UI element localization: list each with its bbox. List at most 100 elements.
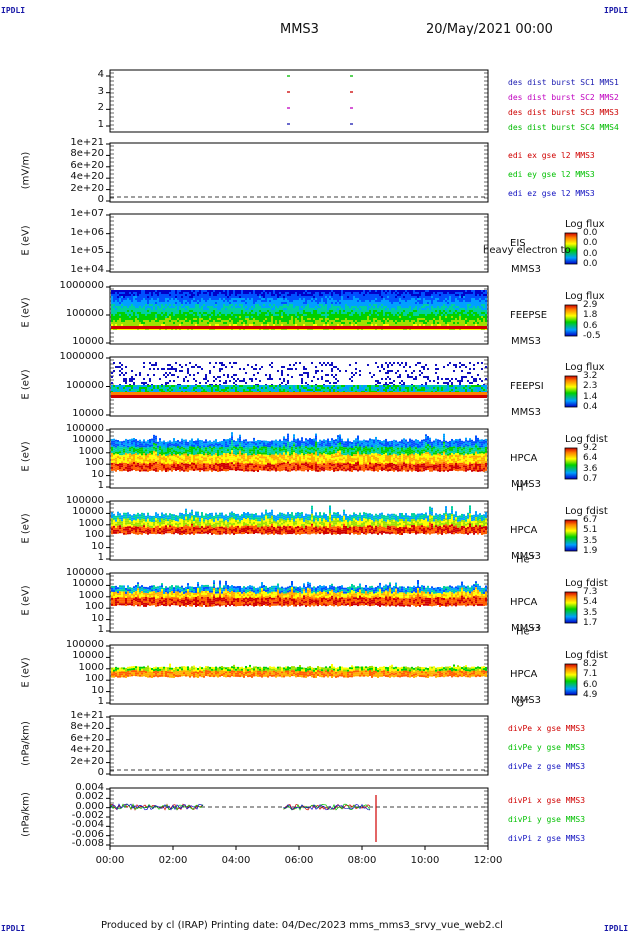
spectrogram-cell — [231, 314, 233, 316]
spectrogram-cell — [227, 316, 229, 318]
spectrogram-cell — [431, 296, 433, 298]
spectrogram-cell — [113, 387, 115, 389]
spectrogram-cell — [129, 387, 131, 389]
spectrogram-cell — [361, 308, 363, 310]
spectrogram-cell — [375, 320, 377, 322]
spectrogram-cell — [233, 310, 235, 312]
spectrogram-cell — [419, 310, 421, 312]
spectrogram-cell — [277, 308, 279, 310]
spectrogram-cell — [229, 318, 231, 320]
spectrogram-cell — [181, 316, 183, 318]
spectrogram-cell — [383, 292, 385, 294]
spectrogram-cell — [319, 324, 321, 326]
spectrogram-cell — [289, 324, 291, 326]
spectrogram-cell — [403, 304, 405, 306]
spectrogram-cell — [229, 312, 231, 314]
spectrogram-cell — [171, 300, 173, 302]
spectrogram-cell — [477, 290, 479, 292]
spectrogram-cell — [441, 318, 443, 320]
spectrogram-cell — [267, 304, 269, 306]
spectrogram-cell — [267, 300, 269, 302]
spectrogram-cell — [127, 320, 129, 322]
spectrogram-cell — [329, 290, 331, 292]
spectrogram-cell — [335, 290, 337, 292]
spectrogram-cell — [371, 310, 373, 312]
spectrogram-cell — [251, 304, 253, 306]
spectrogram-cell — [261, 300, 263, 302]
spectrogram-cell — [139, 294, 141, 296]
spectrogram-cell — [435, 298, 437, 300]
spectrogram-cell — [201, 316, 203, 318]
spectrogram-cell — [367, 316, 369, 318]
spectrogram-cell — [291, 294, 293, 296]
spectrogram-cell — [461, 324, 463, 326]
spectrogram-cell — [423, 318, 425, 320]
spectrogram-cell — [157, 314, 159, 316]
spectrogram-cell — [227, 318, 229, 320]
spectrogram-cell — [357, 320, 359, 322]
spectrogram-cell — [407, 296, 409, 298]
spectrogram-cell — [219, 380, 221, 382]
spectrogram-cell — [465, 296, 467, 298]
spectrogram-cell — [151, 302, 153, 304]
spectrogram-cell — [115, 387, 117, 389]
spectrogram-cell — [153, 318, 155, 320]
spectrogram-cell — [249, 308, 251, 310]
spectrogram-cell — [405, 320, 407, 322]
spectrogram-cell — [131, 389, 133, 391]
spectrogram-cell — [329, 364, 331, 366]
spectrogram-cell — [321, 316, 323, 318]
spectrogram-cell — [187, 308, 189, 310]
spectrogram-cell — [113, 316, 115, 318]
spectrogram-cell — [367, 294, 369, 296]
spectrogram-cell — [213, 302, 215, 304]
spectrogram-cell — [343, 389, 345, 391]
spectrogram-cell — [235, 387, 237, 389]
spectrogram-cell — [427, 316, 429, 318]
spectrogram-cell — [241, 318, 243, 320]
spectrogram-cell — [241, 300, 243, 302]
spectrogram-cell — [389, 324, 391, 326]
spectrogram-cell — [485, 300, 487, 302]
spectrogram-cell — [325, 298, 327, 300]
spectrogram-cell — [329, 324, 331, 326]
spectrogram-cell — [363, 314, 365, 316]
spectrogram-cell — [363, 312, 365, 314]
spectrogram-cell — [181, 389, 183, 391]
spectrogram-cell — [275, 308, 277, 310]
spectrogram-cell — [379, 302, 381, 304]
spectrogram-cell — [295, 324, 297, 326]
spectrogram-cell — [409, 302, 411, 304]
spectrogram-cell — [229, 292, 231, 294]
spectrogram-cell — [399, 308, 401, 310]
spectrogram-cell — [141, 302, 143, 304]
spectrogram-cell — [167, 316, 169, 318]
spectrogram-cell — [311, 380, 313, 382]
spectrogram-cell — [251, 312, 253, 314]
spectrogram-cell — [313, 316, 315, 318]
spectrogram-cell — [437, 298, 439, 300]
spectrogram-cell — [407, 290, 409, 292]
spectrogram-cell — [373, 310, 375, 312]
spectrogram-cell — [331, 320, 333, 322]
spectrogram-cell — [235, 308, 237, 310]
spectrogram-cell — [201, 308, 203, 310]
spectrogram-cell — [369, 302, 371, 304]
spectrogram-cell — [481, 300, 483, 302]
spectrogram-cell — [219, 294, 221, 296]
spectrogram-cell — [115, 314, 117, 316]
spectrogram-cell — [121, 372, 123, 374]
spectrogram-cell — [225, 298, 227, 300]
spectrogram-cell — [333, 389, 335, 391]
spectrogram-cell — [469, 296, 471, 298]
spectrogram-cell — [123, 306, 125, 308]
spectrogram-cell — [267, 292, 269, 294]
spectrogram-cell — [423, 320, 425, 322]
spectrogram-cell — [181, 322, 183, 324]
spectrogram-cell — [245, 389, 247, 391]
spectrogram-cell — [379, 314, 381, 316]
spectrogram-cell — [475, 296, 477, 298]
spectrogram-cell — [151, 306, 153, 308]
spectrogram-cell — [143, 322, 145, 324]
spectrogram-cell — [423, 324, 425, 326]
